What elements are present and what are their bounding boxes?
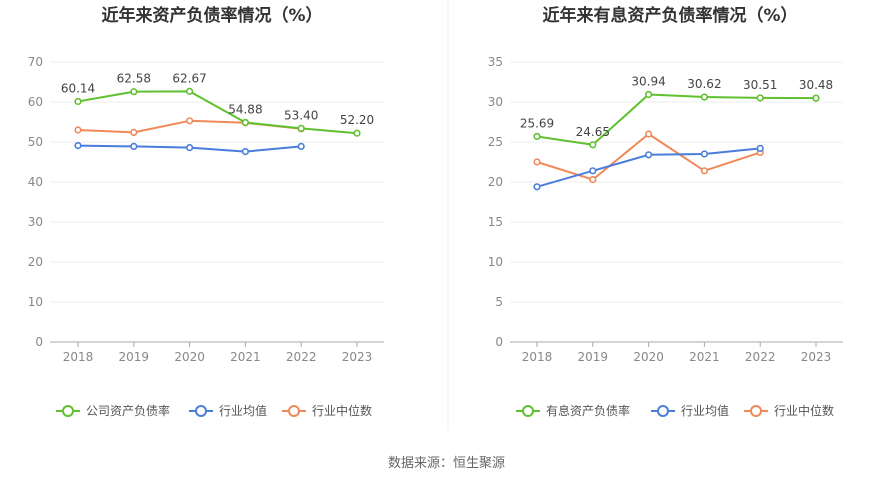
data-point — [74, 97, 82, 106]
legend-label: 行业均值 — [681, 403, 729, 418]
data-point — [130, 128, 138, 136]
data-point — [589, 167, 597, 175]
y-tick-label: 30 — [28, 215, 43, 229]
y-tick-label: 60 — [28, 95, 43, 109]
data-source-note: 数据来源：恒生聚源 — [387, 456, 505, 471]
legend-label: 行业中位数 — [774, 403, 834, 418]
data-label: 30.51 — [743, 78, 777, 92]
data-point — [241, 118, 249, 127]
x-tick-label: 2020 — [174, 350, 205, 364]
data-label: 52.20 — [340, 113, 374, 127]
data-label: 53.40 — [284, 108, 318, 122]
data-label: 54.88 — [228, 102, 262, 116]
legend-marker — [288, 405, 300, 417]
data-point — [644, 90, 653, 99]
data-point — [589, 141, 597, 149]
legend-label: 有息资产负债率 — [546, 403, 630, 418]
legend-label: 行业中位数 — [312, 403, 372, 418]
data-point — [130, 142, 138, 150]
data-label: 60.14 — [61, 81, 95, 95]
x-tick-label: 2019 — [119, 350, 150, 364]
data-point — [241, 148, 249, 156]
data-point — [533, 158, 541, 166]
data-point — [700, 150, 709, 158]
data-label: 30.62 — [687, 77, 721, 91]
x-tick-label: 2020 — [633, 350, 664, 364]
data-label: 30.48 — [799, 78, 833, 92]
y-tick-label: 20 — [488, 175, 503, 189]
data-point — [589, 176, 597, 184]
legend-label: 公司资产负债率 — [86, 403, 170, 418]
x-tick-label: 2021 — [689, 350, 720, 364]
series-line — [77, 90, 358, 135]
y-tick-label: 35 — [488, 55, 503, 69]
x-tick-label: 2022 — [745, 350, 776, 364]
data-label: 24.65 — [576, 125, 610, 139]
data-point — [700, 93, 709, 101]
data-label: 25.69 — [520, 116, 554, 130]
data-point — [353, 129, 361, 137]
legend-marker — [522, 405, 534, 417]
y-tick-label: 10 — [28, 295, 43, 309]
data-point — [74, 142, 82, 150]
y-tick-label: 30 — [488, 95, 503, 109]
data-point — [186, 144, 194, 152]
data-point — [756, 94, 764, 102]
legend-marker — [62, 405, 74, 417]
x-tick-label: 2019 — [578, 350, 609, 364]
data-point — [297, 124, 305, 132]
y-tick-label: 25 — [488, 135, 503, 149]
x-tick-label: 2022 — [286, 350, 317, 364]
x-tick-label: 2023 — [342, 350, 373, 364]
data-point — [700, 167, 709, 175]
x-tick-label: 2023 — [801, 350, 832, 364]
y-tick-label: 5 — [495, 295, 503, 309]
y-tick-label: 50 — [28, 135, 43, 149]
y-tick-label: 20 — [28, 255, 43, 269]
y-tick-label: 40 — [28, 175, 43, 189]
chart-debt-ratio: 近年来资产负债率情况（%） 0 10 20 30 40 50 60 70 2018 2019 2020… — [28, 5, 384, 418]
y-tick-label: 15 — [488, 215, 503, 229]
data-point — [130, 88, 138, 96]
data-label: 30.94 — [631, 74, 665, 88]
data-point — [186, 87, 194, 95]
legend-label: 行业均值 — [219, 403, 267, 418]
legend-marker — [657, 405, 669, 417]
data-point — [297, 142, 305, 150]
data-point — [186, 117, 194, 125]
y-tick-label: 0 — [35, 335, 43, 349]
legend-marker — [195, 405, 207, 417]
chart-interest-bearing-debt-ratio: 近年来有息资产负债率情况（%） 0 5 10 15 20 25 30 35 2018 2019 202… — [488, 5, 843, 418]
data-label: 62.58 — [117, 72, 151, 86]
data-point — [74, 126, 82, 134]
data-point — [756, 144, 764, 152]
chart-title: 近年来有息资产负债率情况（%） — [542, 5, 797, 26]
data-label: 62.67 — [172, 71, 206, 85]
data-point — [644, 130, 653, 138]
data-point — [812, 94, 820, 102]
x-tick-label: 2021 — [230, 350, 261, 364]
y-tick-label: 70 — [28, 55, 43, 69]
chart-title: 近年来资产负债率情况（%） — [101, 5, 322, 26]
data-point — [533, 132, 541, 141]
series-line — [536, 93, 817, 146]
x-tick-label: 2018 — [522, 350, 553, 364]
data-point — [644, 151, 653, 159]
data-point — [533, 183, 541, 191]
y-tick-label: 0 — [495, 335, 503, 349]
x-tick-label: 2018 — [63, 350, 94, 364]
y-tick-label: 10 — [488, 255, 503, 269]
legend-marker — [750, 405, 762, 417]
